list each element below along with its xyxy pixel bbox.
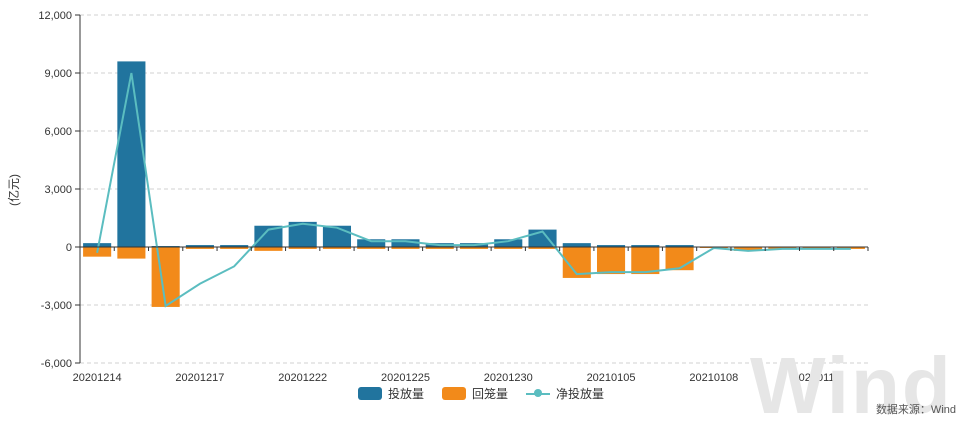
legend-label-net: 净投放量 [556,387,605,401]
chart: -6,000 -3,000 0 3,000 6,000 9,000 12,000 202012… [6,10,869,384]
bar-withdrawal[interactable] [425,247,454,249]
y-tick-label: 6,000 [44,126,72,138]
bar-withdrawal[interactable] [254,247,283,251]
y-tick-label: -3,000 [41,300,72,312]
bar-issuance[interactable] [117,61,146,248]
legend-swatch-issuance [357,387,382,400]
bar-withdrawal[interactable] [391,247,420,249]
data-source: 数据来源：Wind [875,404,956,416]
bar-withdrawal[interactable] [528,247,557,249]
y-tick-label: 0 [66,242,72,254]
bar-issuance[interactable] [322,225,352,247]
bar-issuance[interactable] [391,239,420,247]
bar-withdrawal[interactable] [459,247,489,249]
bar-withdrawal[interactable] [494,247,523,249]
x-tick-label: 20201225 [381,372,430,384]
legend-label-withdrawal: 回笼量 [471,387,508,401]
bar-issuance[interactable] [83,243,112,247]
bar-withdrawal[interactable] [357,247,386,249]
x-tick-label: 20201222 [278,372,327,384]
legend-swatch-net [526,387,550,400]
y-tick-label: 12,000 [38,10,72,22]
bar-withdrawal[interactable] [151,247,180,307]
y-tick-label: 9,000 [44,68,72,80]
bar-issuance[interactable] [254,225,283,247]
legend-item-net[interactable]: 净投放量 [526,385,604,402]
bar-withdrawal[interactable] [288,247,317,249]
x-tick-label: 20210113 [793,372,841,384]
wind-watermark: Wind [750,341,953,430]
bar-issuance[interactable] [665,245,694,247]
bar-issuance[interactable] [357,239,386,247]
bar-issuance[interactable] [631,245,660,247]
y-tick-label: -6,000 [41,358,72,370]
bar-issuance[interactable] [185,245,214,247]
legend-swatch-withdrawal [441,387,466,400]
y-axis-label: (亿元) [6,174,21,206]
legend-item-issuance[interactable]: 投放量 [357,385,424,402]
axes: -6,000 -3,000 0 3,000 6,000 9,000 12,000 202012… [38,10,869,384]
x-tick-label: 20210105 [587,372,636,384]
bar-withdrawal[interactable] [185,247,214,249]
legend-label-issuance: 投放量 [387,387,424,401]
legend-item-withdrawal[interactable]: 回笼量 [441,385,508,402]
bars [83,61,865,307]
bar-withdrawal[interactable] [665,247,694,271]
bar-withdrawal[interactable] [596,247,626,275]
bar-withdrawal[interactable] [220,247,249,249]
bar-issuance[interactable] [220,245,249,247]
net-line [96,72,851,308]
bar-withdrawal[interactable] [322,247,352,249]
bar-withdrawal[interactable] [734,247,763,251]
grid-lines [80,14,868,364]
y-tick-label: 3,000 [44,184,72,196]
bar-issuance[interactable] [596,245,626,247]
x-tick-label: 20210108 [689,372,738,384]
bar-issuance[interactable] [494,239,523,247]
bar-withdrawal[interactable] [836,247,865,249]
bar-withdrawal[interactable] [117,247,146,259]
x-tick-label: 20201230 [484,372,533,384]
legend: 投放量 回笼量 净投放量 [0,385,962,402]
bar-issuance[interactable] [562,243,591,247]
x-tick-label: 20201214 [73,372,122,384]
net-issuance-line [96,72,851,308]
bar-withdrawal[interactable] [631,247,660,275]
x-tick-label: 20201217 [175,372,224,384]
